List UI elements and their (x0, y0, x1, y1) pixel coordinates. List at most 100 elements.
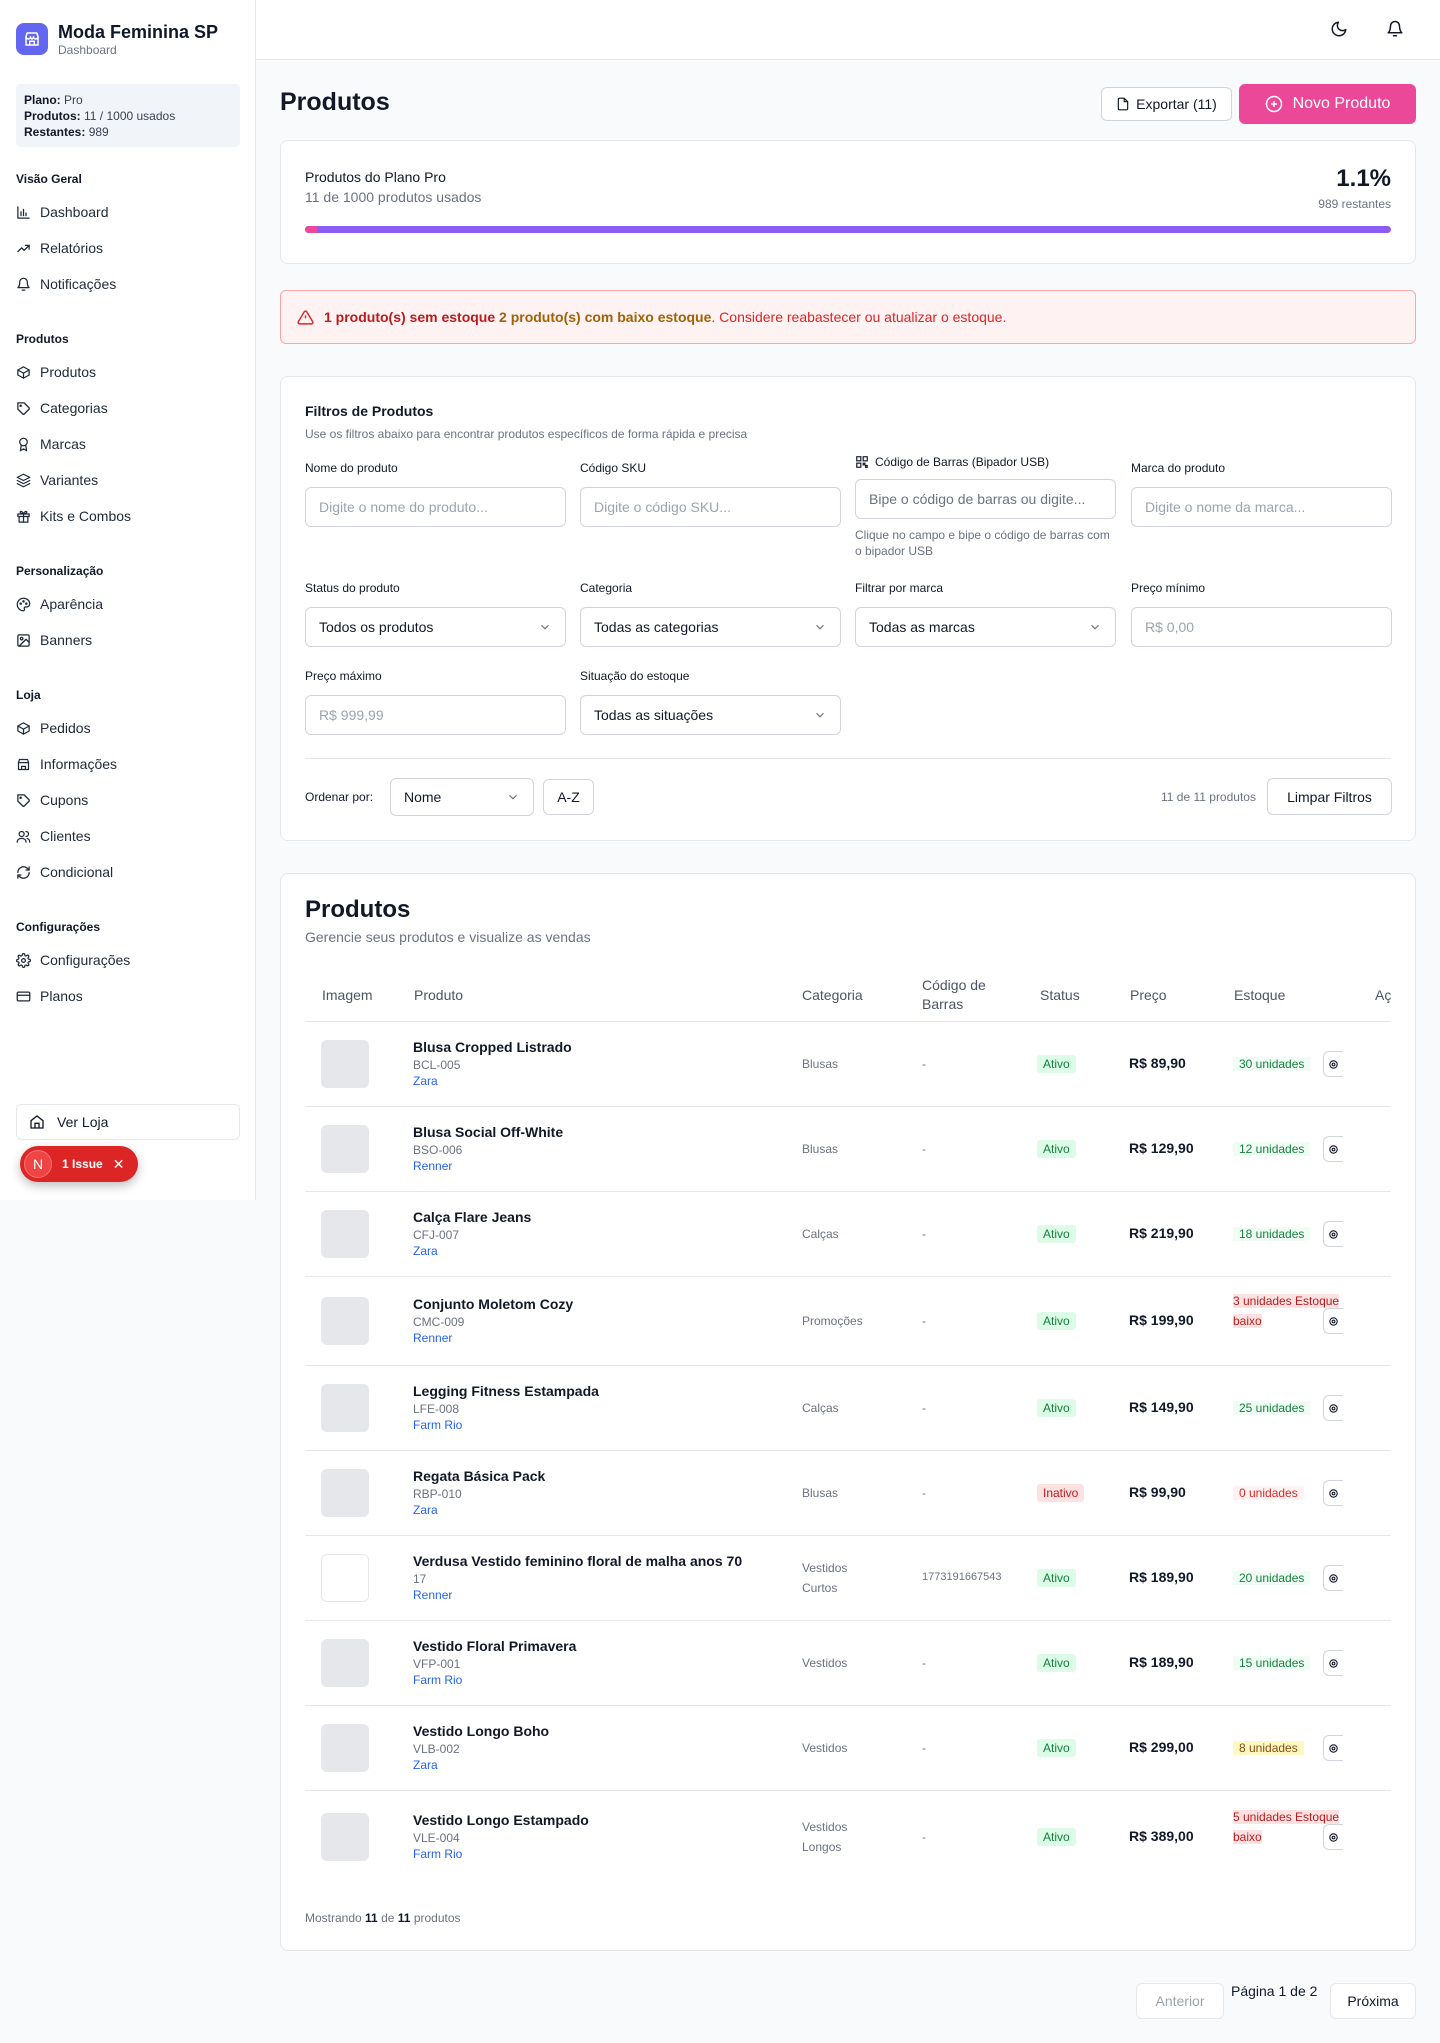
table-row[interactable]: Vestido Longo Estampado VLE-004 Farm Rio… (305, 1790, 1391, 1884)
sidebar-item-conditional[interactable]: Condicional (16, 858, 240, 886)
stock-text: 18 unidades (1233, 1227, 1311, 1241)
sidebar-item-variants[interactable]: Variantes (16, 466, 240, 494)
alert-out-of-stock: 1 produto(s) sem estoque (324, 309, 496, 325)
usage-progress-bar (305, 226, 1391, 233)
product-name[interactable]: Verdusa Vestido feminino floral de malha… (413, 1553, 743, 1569)
sidebar-item-info[interactable]: Informações (16, 750, 240, 778)
status-badge: Ativo (1037, 1140, 1076, 1158)
topbar (256, 0, 1440, 60)
status-badge: Ativo (1037, 1312, 1076, 1330)
product-name[interactable]: Blusa Cropped Listrado (413, 1039, 572, 1055)
next-page-button[interactable]: Próxima (1330, 1983, 1416, 2019)
brand-filter-select[interactable]: Todas as marcas (855, 607, 1116, 647)
sidebar-item-kits[interactable]: Kits e Combos (16, 502, 240, 530)
sidebar-item-dashboard[interactable]: Dashboard (16, 198, 240, 226)
sort-order-button[interactable]: A-Z (543, 779, 594, 815)
clear-filters-button[interactable]: Limpar Filtros (1267, 778, 1392, 815)
table-row[interactable]: Legging Fitness Estampada LFE-008 Farm R… (305, 1365, 1391, 1450)
product-name[interactable]: Regata Básica Pack (413, 1468, 546, 1484)
brand-subtitle: Dashboard (58, 42, 117, 57)
issue-label: 1 Issue (62, 1157, 103, 1171)
sidebar-item-label: Categorias (40, 400, 108, 416)
sku-input[interactable]: Digite o código SKU... (580, 487, 841, 527)
bar-chart-icon (17, 205, 30, 219)
table-row[interactable]: Verdusa Vestido feminino floral de malha… (305, 1535, 1391, 1620)
table-row[interactable]: Conjunto Moletom Cozy CMC-009 Renner Pro… (305, 1276, 1391, 1365)
sidebar-item-plans[interactable]: Planos (16, 982, 240, 1010)
row-actions-button[interactable] (1323, 1221, 1343, 1247)
sort-select[interactable]: Nome (390, 778, 534, 816)
product-barcode: - (922, 1401, 926, 1415)
stock-text: 15 unidades (1233, 1656, 1311, 1670)
product-category: Blusas (802, 1142, 839, 1156)
row-actions-button[interactable] (1323, 1480, 1343, 1506)
sidebar-item-customers[interactable]: Clientes (16, 822, 240, 850)
sidebar-item-banners[interactable]: Banners (16, 626, 240, 654)
table-row[interactable]: Blusa Cropped Listrado BCL-005 Zara Blus… (305, 1021, 1391, 1106)
row-actions-button[interactable] (1323, 1824, 1343, 1850)
table-row[interactable]: Regata Básica Pack RBP-010 Zara Blusas -… (305, 1450, 1391, 1535)
row-actions-button[interactable] (1323, 1395, 1343, 1421)
sidebar-item-brands[interactable]: Marcas (16, 430, 240, 458)
product-barcode: - (922, 1057, 926, 1071)
product-name[interactable]: Vestido Longo Estampado (413, 1812, 589, 1828)
previous-page-button[interactable]: Anterior (1136, 1983, 1224, 2019)
row-actions-button[interactable] (1323, 1650, 1343, 1676)
row-actions-button[interactable] (1323, 1565, 1343, 1591)
status-badge: Ativo (1037, 1569, 1076, 1587)
usage-subtitle: 11 de 1000 produtos usados (305, 189, 482, 205)
min-price-input[interactable]: R$ 0,00 (1131, 607, 1392, 647)
issue-badge[interactable]: N 1 Issue ✕ (20, 1146, 138, 1182)
product-category: Promoções (802, 1314, 863, 1328)
product-barcode: - (922, 1656, 926, 1670)
product-name[interactable]: Calça Flare Jeans (413, 1209, 532, 1225)
barcode-input[interactable]: Bipe o código de barras ou digite... (855, 479, 1116, 519)
product-name[interactable]: Blusa Social Off-White (413, 1124, 564, 1140)
product-name-input[interactable]: Digite o nome do produto... (305, 487, 566, 527)
product-name[interactable]: Vestido Longo Boho (413, 1723, 550, 1739)
product-name[interactable]: Conjunto Moletom Cozy (413, 1296, 574, 1312)
col-status: Status (1040, 987, 1080, 1003)
notifications-button[interactable] (1386, 20, 1406, 40)
view-store-button[interactable]: Ver Loja (16, 1104, 240, 1140)
product-name[interactable]: Vestido Floral Primavera (413, 1638, 577, 1654)
brand-name: Moda Feminina SP (58, 21, 219, 42)
product-brand: Zara (413, 1074, 438, 1088)
row-actions-button[interactable] (1323, 1136, 1343, 1162)
theme-toggle-button[interactable] (1330, 20, 1350, 40)
package-icon (17, 365, 30, 379)
sidebar-item-categories[interactable]: Categorias (16, 394, 240, 422)
export-button[interactable]: Exportar (11) (1101, 87, 1232, 121)
sidebar-item-notifications[interactable]: Notificações (16, 270, 240, 298)
store-logo-icon (16, 23, 48, 55)
row-actions-button[interactable] (1323, 1308, 1343, 1334)
category-select[interactable]: Todas as categorias (580, 607, 841, 647)
product-name[interactable]: Legging Fitness Estampada (413, 1383, 599, 1399)
sidebar-item-products[interactable]: Produtos (16, 358, 240, 386)
product-thumbnail (321, 1384, 369, 1432)
brand-input[interactable]: Digite o nome da marca... (1131, 487, 1392, 527)
max-price-input[interactable]: R$ 999,99 (305, 695, 566, 735)
sidebar-item-coupons[interactable]: Cupons (16, 786, 240, 814)
category-select-value: Todas as categorias (594, 619, 719, 635)
table-row[interactable]: Blusa Social Off-White BSO-006 Renner Bl… (305, 1106, 1391, 1191)
table-row[interactable]: Vestido Longo Boho VLB-002 Zara Vestidos… (305, 1705, 1391, 1790)
footer-prefix: Mostrando (305, 1911, 362, 1925)
status-badge: Ativo (1037, 1739, 1076, 1757)
table-row[interactable]: Vestido Floral Primavera VFP-001 Farm Ri… (305, 1620, 1391, 1705)
row-actions-button[interactable] (1323, 1051, 1343, 1077)
stock-status-select[interactable]: Todas as situações (580, 695, 841, 735)
product-price: R$ 389,00 (1129, 1828, 1194, 1844)
close-icon[interactable]: ✕ (112, 1155, 125, 1172)
sidebar-item-settings[interactable]: Configurações (16, 946, 240, 974)
product-barcode: - (922, 1142, 926, 1156)
sidebar-item-reports[interactable]: Relatórios (16, 234, 240, 262)
brand[interactable]: Moda Feminina SP Dashboard (0, 0, 255, 60)
chevron-down-icon (816, 712, 824, 718)
row-actions-button[interactable] (1323, 1735, 1343, 1761)
sidebar-item-appearance[interactable]: Aparência (16, 590, 240, 618)
sidebar-item-orders[interactable]: Pedidos (16, 714, 240, 742)
new-product-button[interactable]: Novo Produto (1239, 84, 1416, 124)
table-row[interactable]: Calça Flare Jeans CFJ-007 Zara Calças - … (305, 1191, 1391, 1276)
status-select[interactable]: Todos os produtos (305, 607, 566, 647)
